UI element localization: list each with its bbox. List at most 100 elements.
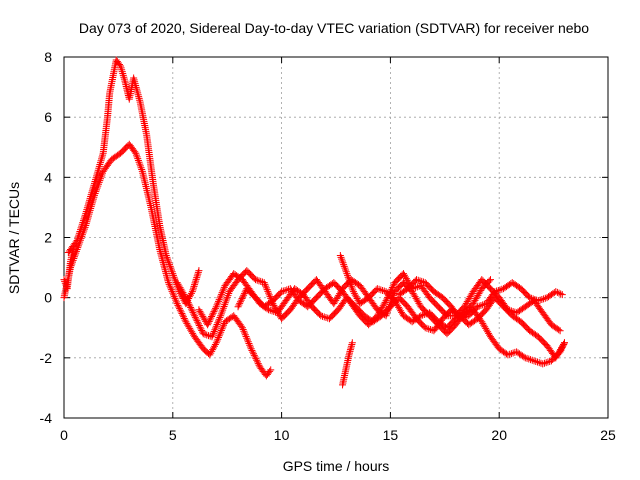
data-point-marker xyxy=(347,282,355,290)
data-point-marker xyxy=(197,325,205,333)
data-point-marker xyxy=(556,348,564,356)
data-point-marker xyxy=(338,255,346,263)
data-point-marker xyxy=(242,333,250,341)
data-point-marker xyxy=(72,247,80,255)
data-point-marker xyxy=(421,324,429,332)
data-point-marker xyxy=(163,253,171,261)
data-point-marker xyxy=(255,277,263,285)
data-point-marker xyxy=(260,279,268,287)
data-point-marker xyxy=(246,343,254,351)
y-tick-label: -2 xyxy=(40,350,53,366)
data-point-marker xyxy=(170,273,178,281)
data-point-marker xyxy=(506,306,514,314)
data-point-marker xyxy=(220,285,228,293)
x-tick-label: 0 xyxy=(60,427,68,443)
y-tick-label: 8 xyxy=(44,49,52,65)
data-point-marker xyxy=(213,320,221,328)
data-point-marker xyxy=(171,275,179,283)
x-tick-label: 20 xyxy=(491,427,507,443)
data-point-marker xyxy=(216,313,224,321)
data-point-marker xyxy=(560,340,568,348)
data-point-marker xyxy=(210,308,218,316)
data-point-marker xyxy=(214,319,222,327)
data-point-marker xyxy=(253,358,261,366)
data-point-marker xyxy=(162,252,170,260)
data-point-marker xyxy=(218,289,226,297)
data-point-marker xyxy=(210,328,218,336)
data-point-marker xyxy=(535,359,543,367)
data-point-marker xyxy=(95,164,103,172)
data-point-marker xyxy=(73,237,81,245)
data-point-marker xyxy=(477,301,485,309)
data-point-marker xyxy=(193,317,201,325)
data-point-marker xyxy=(342,266,350,274)
data-point-marker xyxy=(181,316,189,324)
data-point-marker xyxy=(507,350,515,358)
data-point-marker xyxy=(192,275,200,283)
data-point-marker xyxy=(79,218,87,226)
data-point-marker xyxy=(557,290,565,298)
data-point-marker xyxy=(533,358,541,366)
data-point-marker xyxy=(172,298,180,306)
data-point-marker xyxy=(135,93,143,101)
data-point-marker xyxy=(556,327,564,335)
data-point-marker xyxy=(169,271,177,279)
data-point-marker xyxy=(208,311,216,319)
x-tick-label: 25 xyxy=(600,427,616,443)
data-point-marker xyxy=(168,268,176,276)
data-point-marker xyxy=(212,322,220,330)
data-point-marker xyxy=(388,285,396,293)
data-point-marker xyxy=(420,311,428,319)
data-point-marker xyxy=(177,308,185,316)
data-point-marker xyxy=(250,351,258,359)
data-point-marker xyxy=(250,350,258,358)
data-point-marker xyxy=(460,314,468,322)
data-point-marker xyxy=(319,312,327,320)
data-point-marker xyxy=(190,310,198,318)
data-point-marker xyxy=(188,307,196,315)
data-point-marker xyxy=(74,233,82,241)
data-point-marker xyxy=(345,277,353,285)
data-point-marker xyxy=(191,279,199,287)
data-point-marker xyxy=(506,350,514,358)
data-point-marker xyxy=(132,151,140,159)
data-point-marker xyxy=(138,166,146,174)
data-point-marker xyxy=(341,264,349,272)
data-point-marker xyxy=(265,289,273,297)
data-point-marker xyxy=(268,307,276,315)
data-point-marker xyxy=(204,319,212,327)
data-point-marker xyxy=(187,305,195,313)
data-point-marker xyxy=(349,286,357,294)
series-track-6 xyxy=(336,252,568,368)
data-point-marker xyxy=(414,276,422,284)
data-point-marker xyxy=(213,337,221,345)
data-point-marker xyxy=(209,309,217,317)
data-point-marker xyxy=(340,262,348,270)
data-point-marker xyxy=(559,342,567,350)
data-point-marker xyxy=(188,288,196,296)
axis-ticks: 0 5 10 15 20 25 -4 -2 0 2 4 6 8 xyxy=(40,49,616,443)
data-point-marker xyxy=(174,301,182,309)
data-point-marker xyxy=(165,259,173,267)
data-point-marker xyxy=(348,284,356,292)
data-point-marker xyxy=(208,313,216,321)
x-tick-label: 5 xyxy=(169,427,177,443)
data-point-marker xyxy=(344,273,352,281)
data-point-marker xyxy=(317,312,325,320)
data-point-marker xyxy=(199,330,207,338)
data-point-marker xyxy=(115,61,123,69)
data-point-marker xyxy=(236,299,244,307)
data-point-marker xyxy=(61,277,69,285)
data-point-marker xyxy=(413,276,421,284)
data-marks xyxy=(60,56,568,389)
data-point-marker xyxy=(546,357,554,365)
data-point-marker xyxy=(203,331,211,339)
data-point-marker xyxy=(97,157,105,165)
data-point-marker xyxy=(77,226,85,234)
data-point-marker xyxy=(96,159,104,167)
data-point-marker xyxy=(264,287,272,295)
data-point-marker xyxy=(219,287,227,295)
data-point-marker xyxy=(241,331,249,339)
data-point-marker xyxy=(475,302,483,310)
